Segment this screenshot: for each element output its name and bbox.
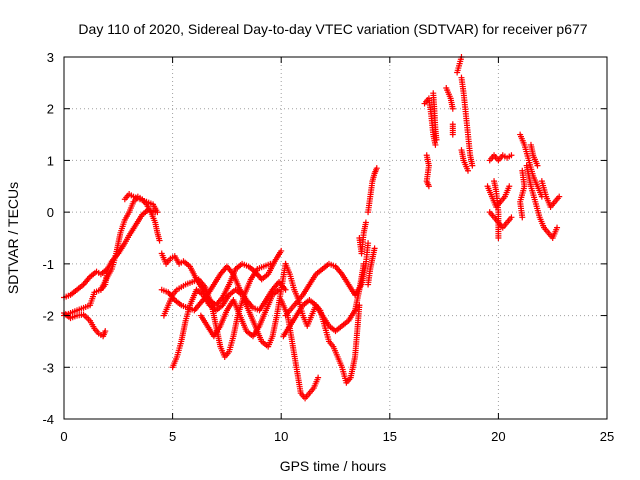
data-point-marker [508,214,515,221]
data-point-marker [495,235,502,241]
y-tick-label: -3 [42,360,54,375]
y-tick-label: -4 [42,412,54,427]
x-tick-label: 5 [169,429,176,444]
x-tick-label: 0 [60,429,67,444]
axis-ticks: 0 5 10 15 20 25 -4 -3 -2 -1 0 1 2 3 [42,50,614,444]
x-tick-label: 15 [383,429,397,444]
data-point-marker [433,136,440,143]
data-point-marker [556,193,563,200]
y-axis-title: SDTVAR / TECUs [5,182,21,294]
data-point-marker [373,165,380,172]
y-tick-label: 2 [47,102,54,117]
data-point-marker [267,260,274,267]
data-point-marker [365,240,372,247]
data-point-marker [156,237,163,244]
data-point-marker [449,121,456,128]
data-point-marker [276,286,283,293]
data-point-marker [554,224,561,231]
data-point-marker [154,209,161,216]
x-tick-label: 25 [600,429,614,444]
y-tick-label: -1 [42,257,54,272]
plot-frame [63,56,608,420]
data-point-marker [506,183,513,190]
data-point-marker [519,214,526,221]
y-tick-label: -2 [42,309,54,324]
data-points [61,54,563,402]
data-point-marker [356,302,363,309]
x-tick-label: 20 [491,429,505,444]
data-point-marker [534,162,541,169]
chart-title: Day 110 of 2020, Sidereal Day-to-day VTE… [78,21,587,37]
x-axis-title: GPS time / hours [280,458,387,474]
data-point-marker [278,247,285,254]
x-tick-label: 10 [274,429,288,444]
data-point-marker [362,219,369,226]
data-point-marker [464,167,471,174]
y-tick-label: 0 [47,205,54,220]
y-tick-label: 1 [47,153,54,168]
data-point-marker [432,141,439,148]
data-point-marker [425,183,432,190]
data-point-marker [508,152,515,159]
grid-lines [64,57,607,419]
y-tick-label: 3 [47,50,54,65]
data-point-marker [449,105,456,112]
data-point-marker [469,162,476,169]
data-point-marker [360,260,367,267]
data-point-marker [371,245,378,252]
data-point-marker [102,328,109,335]
data-point-marker [315,374,322,381]
